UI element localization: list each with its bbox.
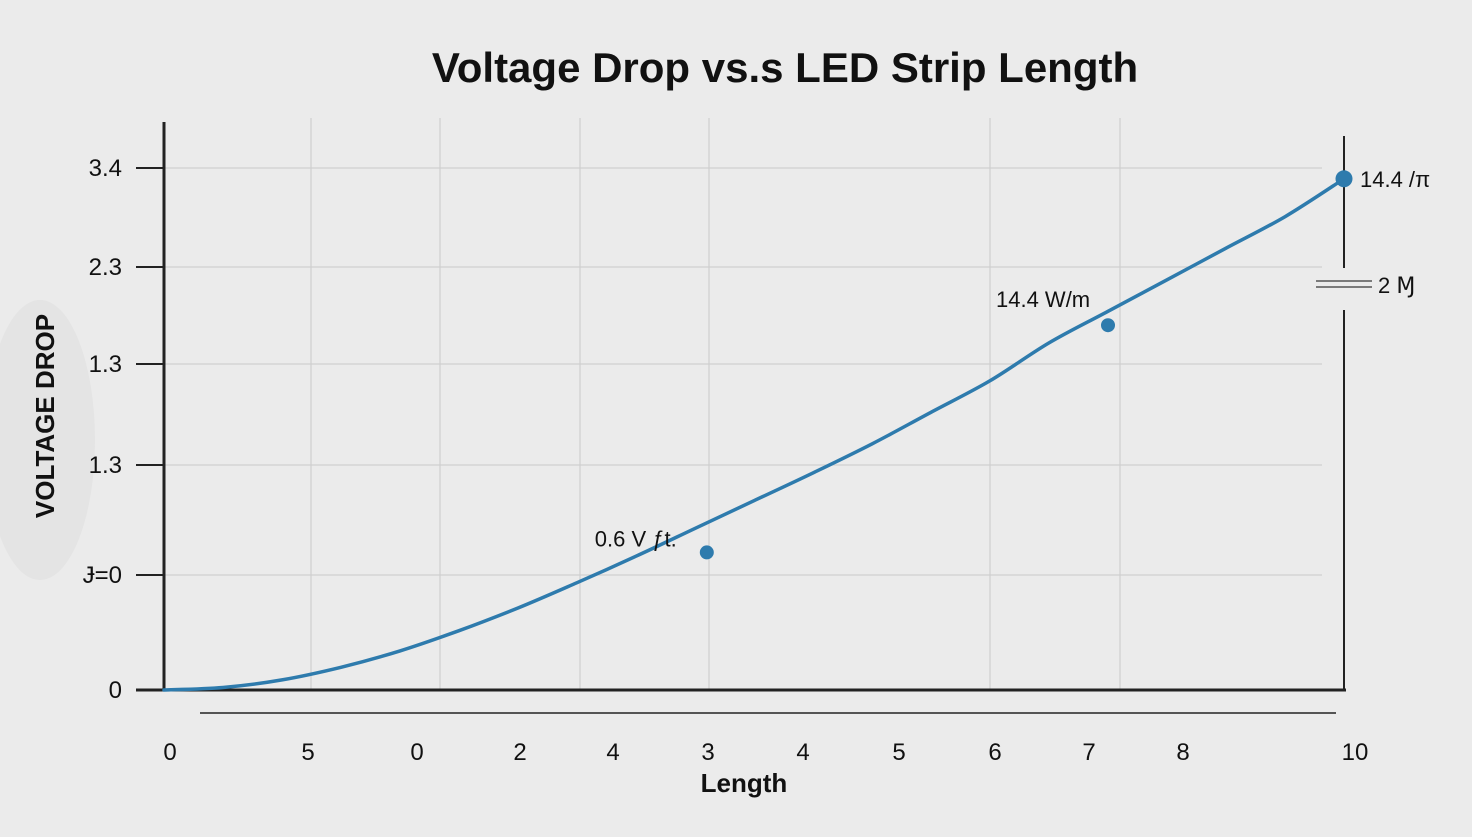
- y-tick-label: 3.4: [89, 155, 122, 182]
- series-line-voltage-drop: [162, 177, 1346, 692]
- data-markers: 0.6 V ƒt. 14.4 W/m 14.4 /π: [595, 167, 1430, 560]
- x-ticks: 0 5 0 2 4 3 4 5 6 7 8 10: [163, 739, 1368, 766]
- data-point-marker: [699, 545, 714, 560]
- data-point-marker: [1101, 318, 1115, 333]
- x-tick-label: 0: [163, 739, 176, 766]
- y-tick-label: 1.3: [89, 351, 122, 378]
- y-tick-label: 0: [109, 677, 122, 704]
- x-tick-label: 5: [301, 739, 314, 766]
- x-tick-label: 4: [796, 739, 809, 766]
- x-tick-label: 2: [513, 739, 526, 766]
- data-point-label: 14.4 /π: [1360, 167, 1430, 192]
- x-tick-label: 6: [988, 739, 1001, 766]
- y-axis-label: VOLTAGE DROP: [30, 314, 60, 518]
- data-point-label: 0.6 V ƒt.: [595, 526, 677, 551]
- y-tick-label: 2.3: [89, 254, 122, 281]
- x-tick-label: 7: [1082, 739, 1095, 766]
- x-tick-label: 0: [410, 739, 423, 766]
- side-annotation: 2 Ɱ: [1378, 273, 1415, 298]
- x-tick-label: 4: [606, 739, 619, 766]
- y-tick-label: 1.3: [89, 452, 122, 479]
- data-point-label: 14.4 W/m: [996, 287, 1090, 312]
- x-tick-label: 5: [892, 739, 905, 766]
- data-point-marker: [1335, 170, 1353, 188]
- x-tick-label: 10: [1342, 739, 1369, 766]
- ylabel-backdrop: [0, 300, 95, 580]
- x-tick-label: 8: [1176, 739, 1189, 766]
- chart-title: Voltage Drop vs.s LED Strip Length: [432, 44, 1138, 91]
- y-ticks: 0 Ɉ=0 1.3 1.3 2.3 3.4: [83, 155, 164, 704]
- x-tick-label: 3: [701, 739, 714, 766]
- grid: [164, 118, 1322, 690]
- y-tick-label: Ɉ=0: [83, 562, 122, 589]
- x-axis-label: Length: [701, 768, 788, 798]
